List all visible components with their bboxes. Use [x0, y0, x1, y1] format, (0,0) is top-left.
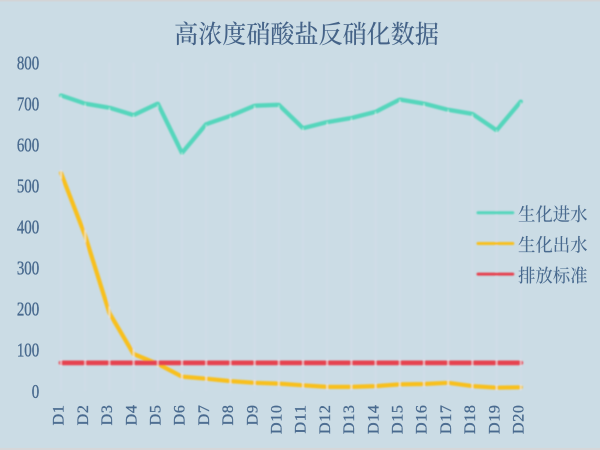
svg-text:D12: D12 [317, 404, 334, 434]
svg-text:D20: D20 [511, 404, 528, 434]
svg-text:D15: D15 [390, 404, 407, 434]
svg-text:800: 800 [17, 51, 39, 74]
svg-text:D1: D1 [51, 404, 68, 425]
svg-text:D9: D9 [244, 404, 261, 425]
svg-text:600: 600 [17, 133, 39, 156]
svg-text:100: 100 [17, 339, 39, 362]
svg-text:D13: D13 [341, 404, 358, 434]
svg-text:D6: D6 [172, 404, 189, 425]
svg-text:D5: D5 [148, 404, 165, 425]
svg-text:D2: D2 [75, 404, 92, 425]
svg-text:D19: D19 [486, 404, 503, 434]
svg-text:D18: D18 [462, 404, 479, 434]
svg-text:200: 200 [17, 298, 39, 321]
svg-text:D3: D3 [99, 404, 116, 425]
svg-text:D10: D10 [269, 404, 286, 434]
svg-text:D8: D8 [220, 404, 237, 425]
svg-text:D17: D17 [438, 404, 455, 434]
svg-text:D4: D4 [123, 404, 140, 425]
svg-text:500: 500 [17, 174, 39, 197]
svg-text:D14: D14 [365, 404, 382, 434]
svg-text:400: 400 [17, 215, 39, 238]
svg-text:D16: D16 [414, 404, 431, 434]
svg-text:700: 700 [17, 92, 39, 115]
svg-text:0: 0 [32, 380, 40, 403]
svg-text:D7: D7 [196, 404, 213, 425]
svg-text:300: 300 [17, 256, 39, 279]
svg-text:D11: D11 [293, 404, 310, 433]
